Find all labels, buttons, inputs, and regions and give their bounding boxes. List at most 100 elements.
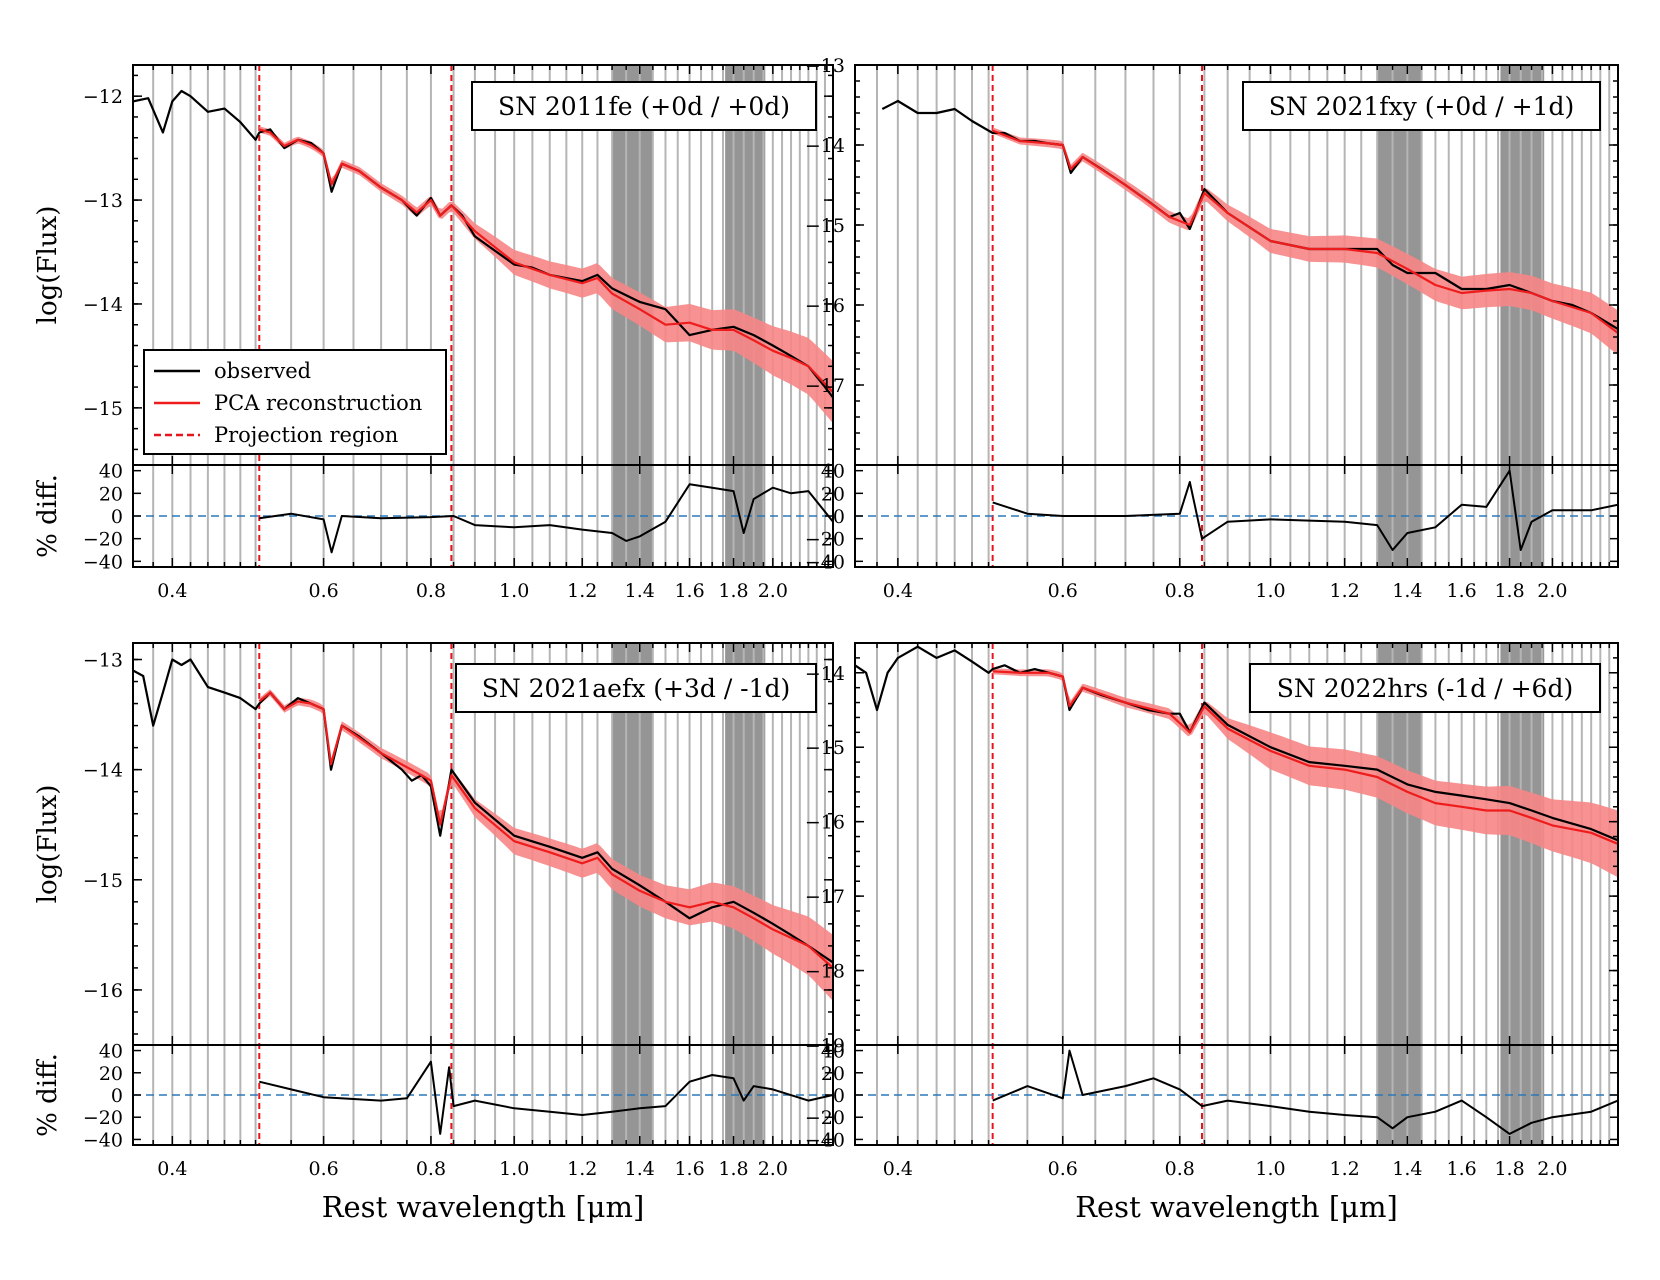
- x-tick-label: 2.0: [758, 580, 788, 602]
- x-tick-label: 0.8: [1165, 580, 1195, 602]
- residual-line: [259, 1060, 833, 1135]
- x-axis-label: Rest wavelength [μm]: [322, 1190, 645, 1224]
- y-tick-label: −12: [83, 86, 123, 108]
- x-tick-label: 0.6: [308, 580, 338, 602]
- y-tick-label: −13: [805, 55, 845, 77]
- y-tick-label: −18: [805, 961, 845, 983]
- y-tick-label: −14: [83, 294, 123, 316]
- resid-y-tick-label: 20: [99, 483, 123, 505]
- resid-y-axis-label: % diff.: [33, 474, 63, 558]
- resid-y-axis-label: % diff.: [33, 1053, 63, 1137]
- resid-y-tick-label: 20: [821, 1063, 845, 1085]
- telluric-band: [1377, 643, 1422, 1145]
- x-tick-label: 0.6: [1048, 1158, 1078, 1180]
- telluric-band: [1500, 643, 1545, 1145]
- y-tick-label: −15: [83, 870, 123, 892]
- legend-label: observed: [214, 359, 311, 383]
- residual-line: [259, 483, 833, 554]
- telluric-band: [1500, 65, 1545, 567]
- resid-y-tick-label: −20: [805, 529, 845, 551]
- resid-y-tick-label: 40: [99, 1041, 123, 1063]
- x-tick-label: 1.0: [1255, 580, 1285, 602]
- x-tick-label: 0.4: [883, 580, 913, 602]
- y-tick-label: −17: [805, 886, 845, 908]
- resid-y-tick-label: −20: [83, 529, 123, 551]
- x-tick-label: 1.0: [499, 1158, 529, 1180]
- x-tick-label: 2.0: [1537, 580, 1567, 602]
- y-tick-label: −15: [805, 737, 845, 759]
- title-box: [455, 663, 817, 713]
- x-tick-label: 1.2: [1330, 580, 1360, 602]
- x-tick-label: 1.2: [567, 1158, 597, 1180]
- x-tick-label: 1.4: [625, 580, 655, 602]
- x-tick-label: 1.0: [1255, 1158, 1285, 1180]
- panel-title: SN 2021fxy (+0d / +1d): [1269, 92, 1575, 121]
- resid-y-tick-label: −40: [805, 551, 845, 573]
- pca-reconstruction-line: [258, 691, 833, 969]
- pca-uncertainty-band: [992, 127, 1618, 356]
- y-tick-label: −15: [83, 398, 123, 420]
- x-tick-label: 1.8: [1494, 1158, 1524, 1180]
- x-tick-label: 0.8: [416, 1158, 446, 1180]
- resid-y-tick-label: −40: [83, 1129, 123, 1151]
- x-tick-label: 1.8: [718, 580, 748, 602]
- telluric-band: [1377, 65, 1422, 567]
- resid-y-tick-label: −20: [83, 1107, 123, 1129]
- resid-y-tick-label: 40: [99, 461, 123, 483]
- observed-spectrum: [881, 99, 1618, 330]
- resid-y-tick-label: 40: [821, 461, 845, 483]
- x-tick-label: 1.2: [1330, 1158, 1360, 1180]
- resid-y-tick-label: 40: [821, 1041, 845, 1063]
- pca-reconstruction-line: [992, 670, 1618, 846]
- y-axis-label: log(Flux): [33, 785, 63, 904]
- resid-y-tick-label: 20: [99, 1063, 123, 1085]
- resid-y-tick-label: −20: [805, 1107, 845, 1129]
- x-tick-label: 0.6: [1048, 580, 1078, 602]
- x-tick-label: 0.4: [883, 1158, 913, 1180]
- residual-line: [992, 469, 1618, 551]
- panel-title: SN 2021aefx (+3d / -1d): [482, 674, 791, 703]
- resid-y-tick-label: 0: [833, 506, 845, 528]
- legend-label: Projection region: [214, 423, 398, 447]
- x-tick-label: 0.8: [1165, 1158, 1195, 1180]
- y-tick-label: −14: [805, 663, 845, 685]
- y-tick-label: −14: [83, 760, 123, 782]
- resid-y-tick-label: 20: [821, 483, 845, 505]
- title-box: [1249, 663, 1601, 713]
- x-tick-label: 1.8: [1494, 580, 1524, 602]
- x-tick-label: 0.6: [308, 1158, 338, 1180]
- panel-title: SN 2022hrs (-1d / +6d): [1277, 674, 1573, 703]
- y-tick-label: −14: [805, 135, 845, 157]
- resid-y-tick-label: 0: [833, 1085, 845, 1107]
- observed-spectrum: [133, 658, 833, 964]
- y-axis-label: log(Flux): [33, 206, 63, 325]
- resid-y-tick-label: 0: [111, 506, 123, 528]
- x-tick-label: 0.4: [157, 1158, 187, 1180]
- legend-label: PCA reconstruction: [214, 391, 422, 415]
- y-tick-label: −17: [805, 375, 845, 397]
- resid-y-tick-label: 0: [111, 1085, 123, 1107]
- x-tick-label: 1.6: [674, 1158, 704, 1180]
- x-tick-label: 0.4: [157, 580, 187, 602]
- x-tick-label: 1.4: [1392, 580, 1422, 602]
- x-tick-label: 2.0: [1537, 1158, 1567, 1180]
- title-box: [1242, 81, 1601, 131]
- pca-reconstruction-line: [258, 128, 833, 394]
- title-box: [471, 81, 817, 131]
- y-tick-label: −19: [805, 1035, 845, 1057]
- x-tick-label: 1.8: [718, 1158, 748, 1180]
- y-tick-label: −13: [83, 190, 123, 212]
- x-tick-label: 1.2: [567, 580, 597, 602]
- y-tick-label: −16: [805, 295, 845, 317]
- pca-uncertainty-band: [992, 668, 1618, 878]
- x-axis-label: Rest wavelength [μm]: [1075, 1190, 1398, 1224]
- x-tick-label: 2.0: [758, 1158, 788, 1180]
- x-tick-label: 0.8: [416, 580, 446, 602]
- pca-reconstruction-line: [992, 129, 1618, 334]
- x-tick-label: 1.6: [674, 580, 704, 602]
